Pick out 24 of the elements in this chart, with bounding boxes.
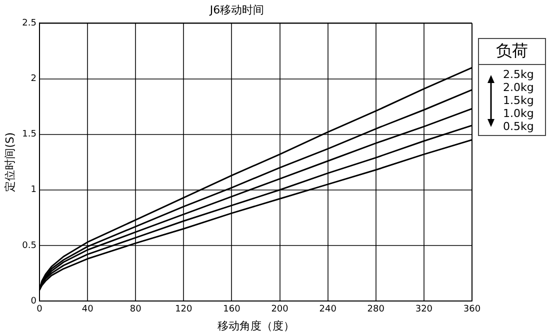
x-tick-label: 280 [367,304,385,315]
text: 2.0kg [503,81,535,94]
x-tick-label: 80 [130,304,142,315]
x-tick-label: 360 [463,304,481,315]
x-tick-label: 240 [319,304,337,315]
x-tick-label: 160 [223,304,241,315]
text: 1.5kg [503,94,535,107]
y-tick-label: 0 [30,296,37,306]
y-tick-label: 2.5 [22,18,37,29]
x-tick-label: 120 [175,304,193,315]
x-tick-label: 320 [415,304,433,315]
y-tick-label: 2 [30,74,37,84]
legend-title: 负荷 [479,39,545,65]
legend-label: 2.5kg [503,68,535,81]
y-tick-label: 1 [30,185,37,196]
legend-label: 0.5kg [503,120,535,133]
y-tick-label: 1.5 [22,130,37,140]
x-axis-title: 移动角度（度） [217,319,294,332]
x-tick-label: 200 [271,304,289,315]
y-tick-label: 0.5 [22,240,37,251]
text: 1.0kg [503,107,535,120]
chart-title: J6移动时间 [208,3,264,16]
y-axis-title: 定位时间(S) [3,132,16,192]
x-tick-label: 40 [82,304,94,315]
